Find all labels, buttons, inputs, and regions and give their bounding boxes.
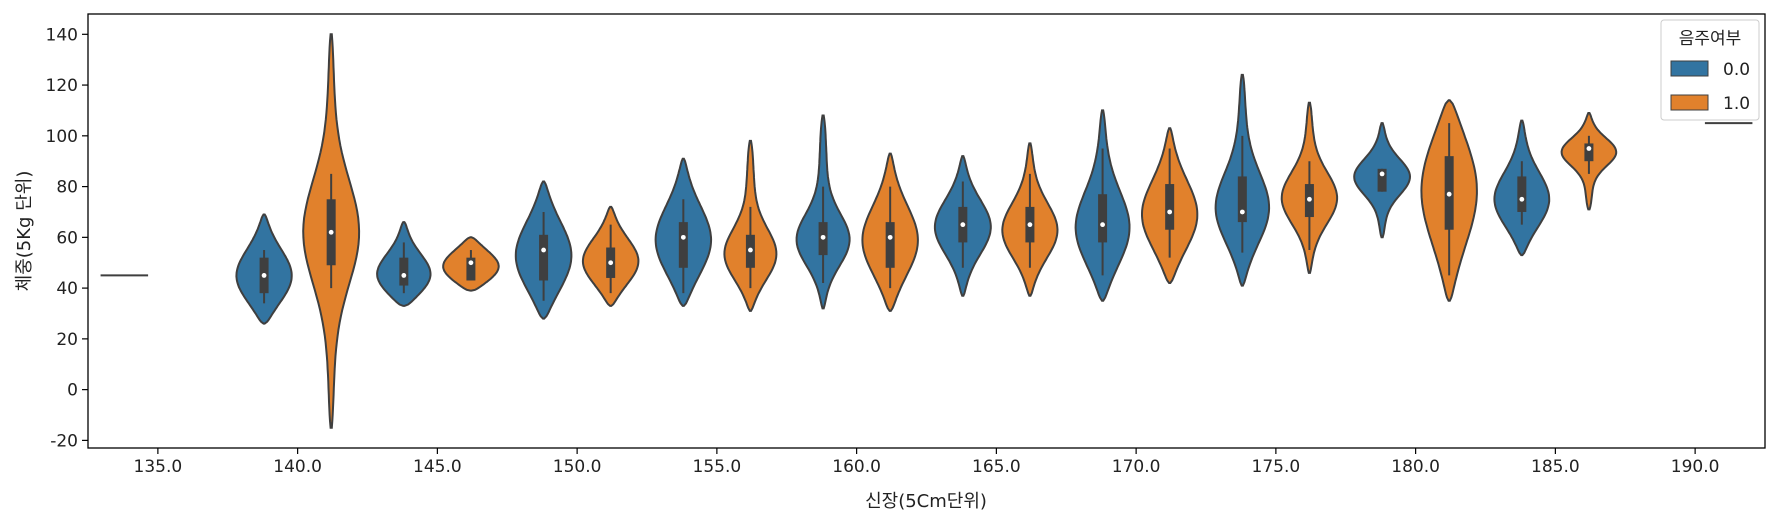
violin-median [541, 247, 546, 253]
violin-median [608, 260, 614, 266]
violin-iqr-box [1165, 184, 1175, 230]
x-tick-label: 185.0 [1531, 457, 1580, 477]
violin-median [1519, 196, 1525, 202]
y-tick-label: 40 [56, 279, 78, 299]
violin-iqr-box [885, 222, 895, 268]
violins-layer [100, 33, 1753, 429]
y-tick-label: 60 [56, 228, 78, 248]
violin-median [328, 229, 334, 235]
violin-median [887, 234, 893, 240]
violin-iqr-box [539, 234, 549, 281]
x-tick-label: 140.0 [273, 457, 322, 477]
x-tick-label: 145.0 [413, 457, 462, 477]
violin-median [261, 273, 267, 278]
violin-median [1167, 209, 1173, 215]
violin-iqr-box [1098, 194, 1108, 243]
violin-median [401, 273, 407, 278]
legend-swatch-1 [1670, 94, 1709, 111]
violin-median [748, 247, 753, 253]
y-tick-label: 0 [67, 381, 78, 401]
x-tick-label: 155.0 [693, 457, 742, 477]
violin-median [1100, 222, 1105, 228]
y-tick-label: 80 [56, 178, 78, 198]
legend-label-0: 0.0 [1723, 60, 1750, 80]
violin-median [1446, 191, 1452, 197]
legend-label-1: 1.0 [1723, 94, 1750, 114]
y-tick-label: 120 [46, 76, 78, 96]
x-tick-label: 135.0 [134, 457, 183, 477]
violin-median [1027, 222, 1033, 228]
violin-iqr-box [678, 222, 688, 268]
x-tick-label: 180.0 [1391, 457, 1440, 477]
x-tick-label: 160.0 [832, 457, 881, 477]
violin-median [468, 260, 474, 266]
violin-iqr-box [1237, 176, 1247, 223]
legend-swatch-0 [1670, 60, 1709, 77]
legend-title: 음주여부 [1679, 29, 1742, 49]
violin-iqr-box [399, 257, 409, 286]
violin-median [1307, 196, 1312, 202]
violin-iqr-box [1517, 176, 1527, 212]
x-axis-title: 신장(5Cm단위) [865, 491, 987, 512]
x-tick-label: 150.0 [553, 457, 602, 477]
x-tick-label: 190.0 [1671, 457, 1720, 477]
violin-median [680, 234, 686, 240]
violin-median [1239, 209, 1245, 215]
plot-frame [87, 13, 1766, 449]
legend: 음주여부 0.0 1.0 [1660, 19, 1760, 121]
violin-median [960, 222, 966, 228]
violin-median [1586, 146, 1592, 151]
violin-median [820, 234, 826, 240]
y-tick-label: 140 [46, 25, 78, 45]
violin-iqr-box [1377, 168, 1387, 192]
y-tick-label: 100 [46, 127, 78, 147]
violin-iqr-box [466, 257, 476, 281]
x-tick-label: 165.0 [972, 457, 1021, 477]
y-tick-label: 20 [56, 330, 78, 350]
x-axis: 135.0 140.0 145.0 150.0 155.0 160.0 165.0 170.0… [134, 448, 1720, 477]
violin-iqr-box [1584, 143, 1594, 162]
violin-median [1379, 171, 1385, 177]
y-axis: -20 0 20 40 60 80 100 120 140 [46, 25, 88, 451]
x-tick-label: 175.0 [1252, 457, 1301, 477]
y-axis-title: 체중(5Kg 단위) [14, 171, 35, 292]
y-tick-label: -20 [50, 431, 78, 451]
x-tick-label: 170.0 [1112, 457, 1161, 477]
